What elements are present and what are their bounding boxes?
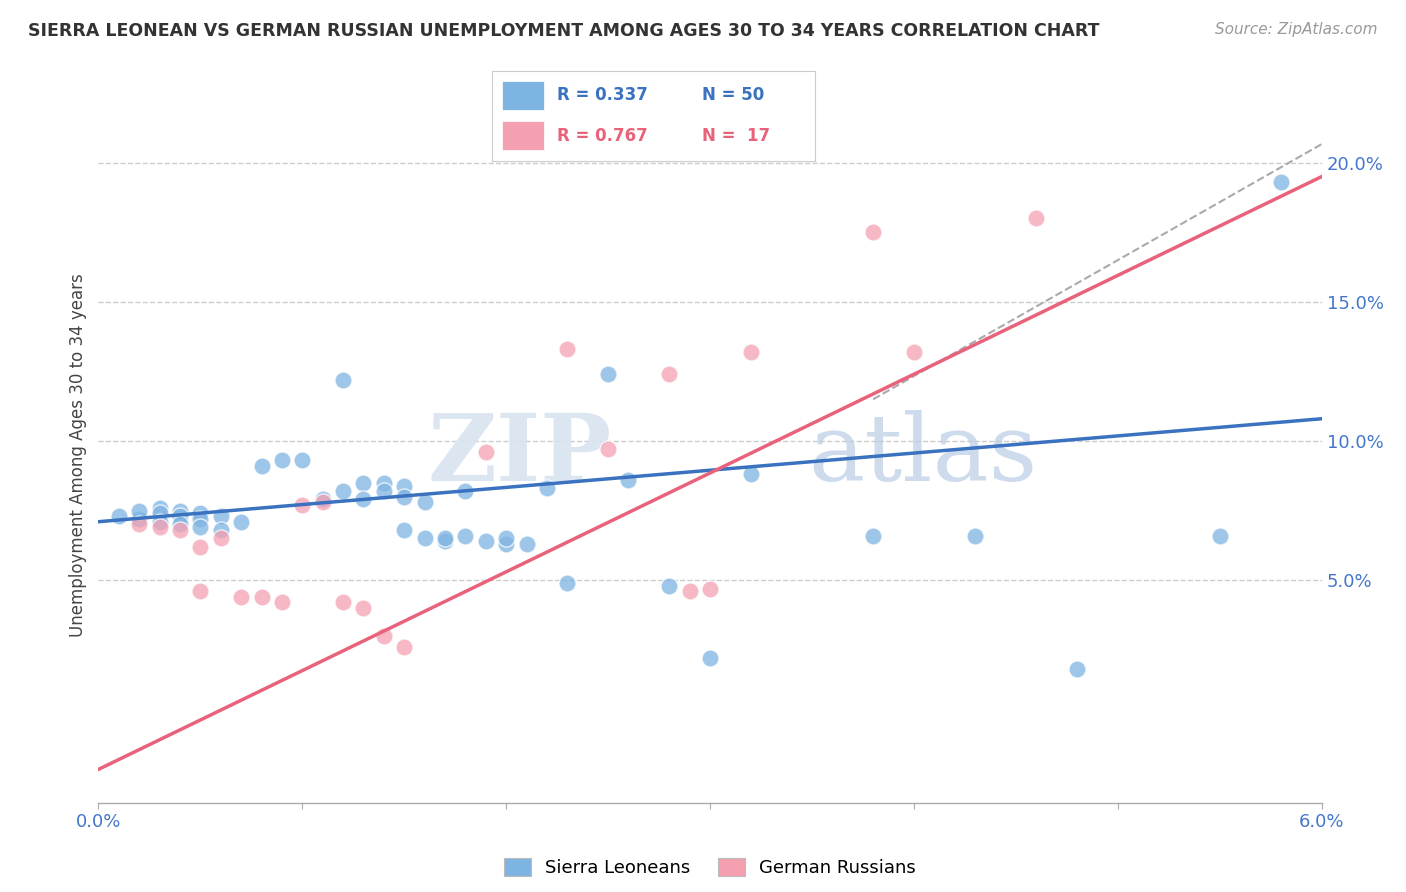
Point: [862, 528, 884, 542]
Point: [1208, 528, 1232, 542]
Point: [1025, 211, 1047, 226]
Point: [188, 520, 212, 534]
Point: [740, 467, 762, 482]
Point: [658, 368, 681, 382]
Point: [209, 509, 232, 524]
FancyBboxPatch shape: [502, 121, 544, 150]
FancyBboxPatch shape: [502, 81, 544, 110]
Point: [108, 509, 131, 524]
Point: [903, 345, 925, 359]
Point: [392, 640, 416, 654]
Point: [454, 528, 477, 542]
Point: [332, 373, 354, 387]
Point: [392, 523, 416, 537]
Text: atlas: atlas: [808, 410, 1038, 500]
Y-axis label: Unemployment Among Ages 30 to 34 years: Unemployment Among Ages 30 to 34 years: [69, 273, 87, 637]
Point: [188, 540, 212, 554]
Point: [250, 458, 273, 473]
Point: [149, 507, 172, 521]
Point: [149, 500, 172, 515]
Point: [474, 534, 498, 549]
Point: [169, 509, 191, 524]
Point: [454, 484, 477, 499]
Point: [495, 532, 517, 546]
Point: [188, 584, 212, 599]
Point: [555, 342, 579, 356]
Point: [270, 453, 292, 467]
Point: [598, 368, 620, 382]
Point: [433, 532, 456, 546]
Point: [516, 537, 538, 551]
Point: [169, 523, 191, 537]
Point: [352, 475, 374, 490]
Point: [311, 492, 335, 507]
Point: [332, 595, 354, 609]
Point: [474, 445, 498, 459]
Text: R = 0.337: R = 0.337: [557, 87, 648, 104]
Point: [617, 473, 640, 487]
Point: [555, 576, 579, 591]
Point: [963, 528, 986, 542]
Text: N = 50: N = 50: [702, 87, 765, 104]
Point: [291, 453, 314, 467]
Point: [699, 651, 721, 665]
Point: [413, 495, 436, 509]
Point: [128, 517, 150, 532]
Point: [149, 520, 172, 534]
Point: [1066, 662, 1088, 676]
Point: [413, 532, 436, 546]
Point: [1270, 175, 1292, 189]
Text: SIERRA LEONEAN VS GERMAN RUSSIAN UNEMPLOYMENT AMONG AGES 30 TO 34 YEARS CORRELAT: SIERRA LEONEAN VS GERMAN RUSSIAN UNEMPLO…: [28, 22, 1099, 40]
Point: [209, 532, 232, 546]
Point: [270, 595, 292, 609]
Point: [188, 512, 212, 526]
Point: [658, 579, 681, 593]
Text: ZIP: ZIP: [427, 410, 612, 500]
Point: [169, 517, 191, 532]
Point: [128, 503, 150, 517]
Legend: Sierra Leoneans, German Russians: Sierra Leoneans, German Russians: [496, 850, 924, 884]
Text: R = 0.767: R = 0.767: [557, 127, 648, 145]
Point: [679, 584, 702, 599]
Point: [392, 478, 416, 492]
Point: [536, 481, 558, 495]
Point: [352, 601, 374, 615]
Point: [188, 507, 212, 521]
Point: [332, 484, 354, 499]
Point: [373, 475, 395, 490]
Point: [862, 225, 884, 239]
Point: [699, 582, 721, 596]
Point: [373, 484, 395, 499]
Point: [495, 537, 517, 551]
Point: [209, 523, 232, 537]
Point: [373, 629, 395, 643]
Point: [149, 515, 172, 529]
Point: [231, 515, 253, 529]
Text: N =  17: N = 17: [702, 127, 770, 145]
Point: [311, 495, 335, 509]
Point: [433, 534, 456, 549]
Point: [128, 512, 150, 526]
Text: Source: ZipAtlas.com: Source: ZipAtlas.com: [1215, 22, 1378, 37]
Point: [291, 498, 314, 512]
Point: [169, 503, 191, 517]
Point: [740, 345, 762, 359]
Point: [352, 492, 374, 507]
Point: [231, 590, 253, 604]
Point: [392, 490, 416, 504]
Point: [250, 590, 273, 604]
Point: [598, 442, 620, 457]
